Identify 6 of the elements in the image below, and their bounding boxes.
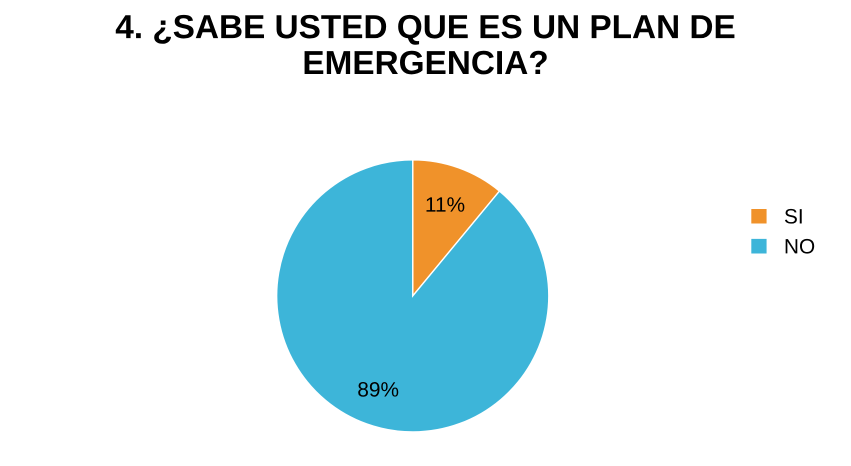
legend-label: NO [786, 238, 814, 254]
data-label: 11% [426, 197, 464, 212]
data-label: 89% [358, 382, 398, 397]
legend-label: SI [784, 208, 802, 224]
chart-title: 4. ¿SABE USTED QUE ES UN PLAN DE EMERGENCIA? [116, 14, 734, 74]
pie-slice [276, 159, 550, 433]
